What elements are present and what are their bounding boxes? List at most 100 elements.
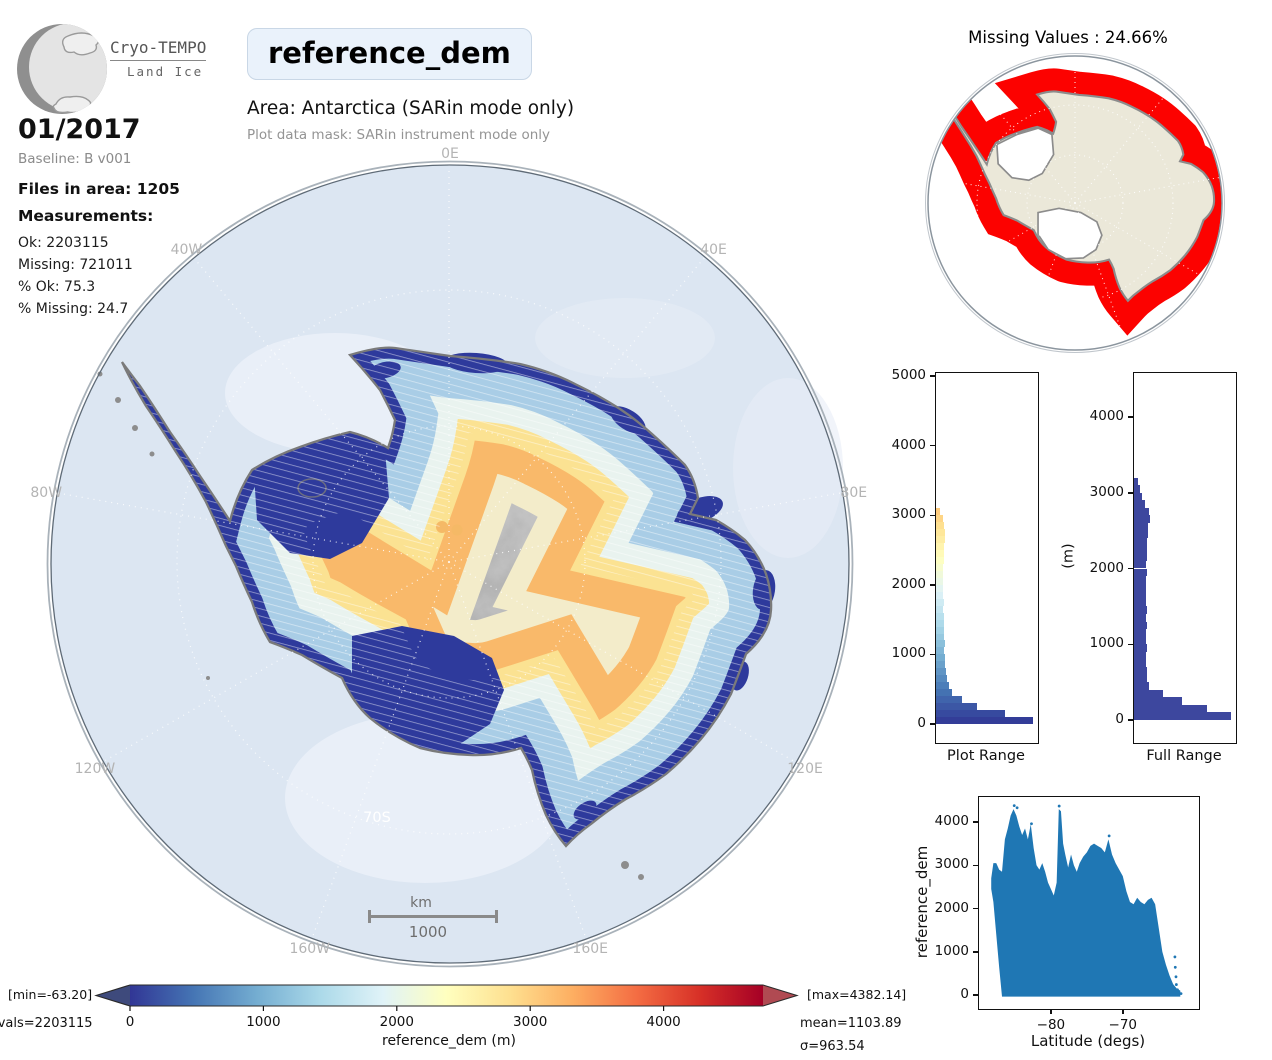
logo-title: Cryo-TEMPO [110,38,207,61]
hist-bar [1134,712,1231,720]
dem-colorbar [94,984,799,1011]
hist-bar [936,689,953,697]
y-tick-label: 5000 [891,367,926,383]
x-tick-label: −70 [1108,1017,1138,1033]
y-tick [972,994,978,996]
y-tick [1127,643,1133,646]
meridian-label: 160W [289,941,331,958]
y-tick-label: 3000 [891,506,926,523]
meridian-label: 160E [572,941,609,958]
islands [97,371,644,880]
meridian-label: 80W [30,484,63,501]
graticule [55,163,843,938]
hist-bar [936,563,944,571]
hist-bar [1134,500,1145,508]
mask-subtitle: Plot data mask: SARin instrument mode on… [247,127,551,143]
scalebar-unit: km [410,895,432,911]
hist-bar [1134,613,1147,622]
hist-bar [936,570,944,578]
files-label: Files in area: 1205 [18,180,180,198]
hist-bar [936,508,941,516]
area-subtitle: Area: Antarctica (SARin mode only) [247,98,575,119]
hist-bar [1134,560,1147,569]
hist-bar [1134,629,1146,637]
hist-bar [936,668,946,676]
hist-bar [936,584,944,592]
hist-bar [936,682,949,690]
hist-bar [1134,568,1147,577]
hist-bar [1134,697,1182,705]
colorbar-tick-label: 1000 [246,1014,281,1030]
y-tick [972,821,978,823]
hist-bar [1134,553,1147,561]
ok-count: Ok: 2203115 [18,235,109,251]
min-annotation: [min=-63.20] [8,987,93,1002]
hist-bar [936,703,977,711]
plot-range-histogram: 0 1000 2000 3000 4000 5000 [892,367,1039,744]
nvals-annotation: n_vals=2203115 [0,1016,93,1031]
hist-bar [936,647,945,655]
y-tick [929,584,935,586]
meridian-label: 0E [441,146,459,162]
x-tick-label: −80 [1036,1017,1066,1033]
hist-bar [936,696,962,704]
scalebar-line [368,915,498,918]
hist-bar [1134,583,1147,592]
colorbar-tick-label: 0 [125,1014,135,1030]
hist-bar [936,529,946,537]
missing-count: Missing: 721011 [18,257,133,273]
y-tick [929,653,935,656]
y-tick-label: 3000 [934,856,969,873]
hist-bar [1134,659,1147,667]
full-range-title: Full Range [1146,748,1222,764]
y-tick-label: 2000 [934,899,969,916]
max-annotation: [max=4382.14] [807,987,907,1002]
hist-bar [1134,492,1143,501]
scalebar-length: 1000 [408,923,448,941]
colorbar-tick-label: 4000 [646,1014,681,1030]
hist-bar [936,675,947,683]
hist-bar [1134,477,1138,486]
hist-bar [1134,674,1148,683]
hist-bar [936,654,945,662]
y-tick [972,864,978,867]
hist-bar [1134,515,1150,524]
x-tick [1122,1009,1124,1014]
hist-bar [1134,689,1163,698]
hist-bar [1134,666,1147,675]
variable-title: reference_dem [247,28,532,80]
sigma-annotation: σ=963.54 [800,1039,865,1054]
period-label: 01/2017 [18,114,141,145]
meridian-label: 120E [787,761,823,777]
hist-bar [1134,644,1147,652]
meridian-label: 120W [74,761,116,777]
colorbar-tick-label: 3000 [513,1014,548,1030]
mean-annotation: mean=1103.89 [800,1016,902,1031]
y-tick [929,375,935,377]
meridian-label: 40E [700,241,727,258]
hist-bar [936,577,944,585]
parallel-label: 70S [363,810,391,826]
y-tick [1127,719,1133,721]
y-tick-label: 0 [960,985,969,1002]
y-tick [1127,416,1133,418]
y-tick-label: 1000 [934,942,969,959]
hist-bar [936,543,945,550]
y-tick [972,907,978,910]
hist-bar [936,612,944,620]
hist-bar [1134,530,1148,539]
hist-bar [1134,523,1149,531]
y-tick [929,723,935,725]
full-range-histogram: 0 1000 2000 3000 4000 [1090,372,1237,744]
y-tick-label: 0 [1115,711,1124,727]
hist-bar [936,633,945,641]
y-tick-label: 3000 [1089,483,1124,500]
colorbar-tick-label: 2000 [379,1014,414,1030]
meridian-label: 80E [840,484,868,501]
hist-bar [1134,606,1147,614]
hist-bar [1134,598,1147,607]
y-tick-label: 4000 [891,436,926,453]
hist-bar [1134,636,1147,645]
y-tick-label: 0 [917,715,926,731]
